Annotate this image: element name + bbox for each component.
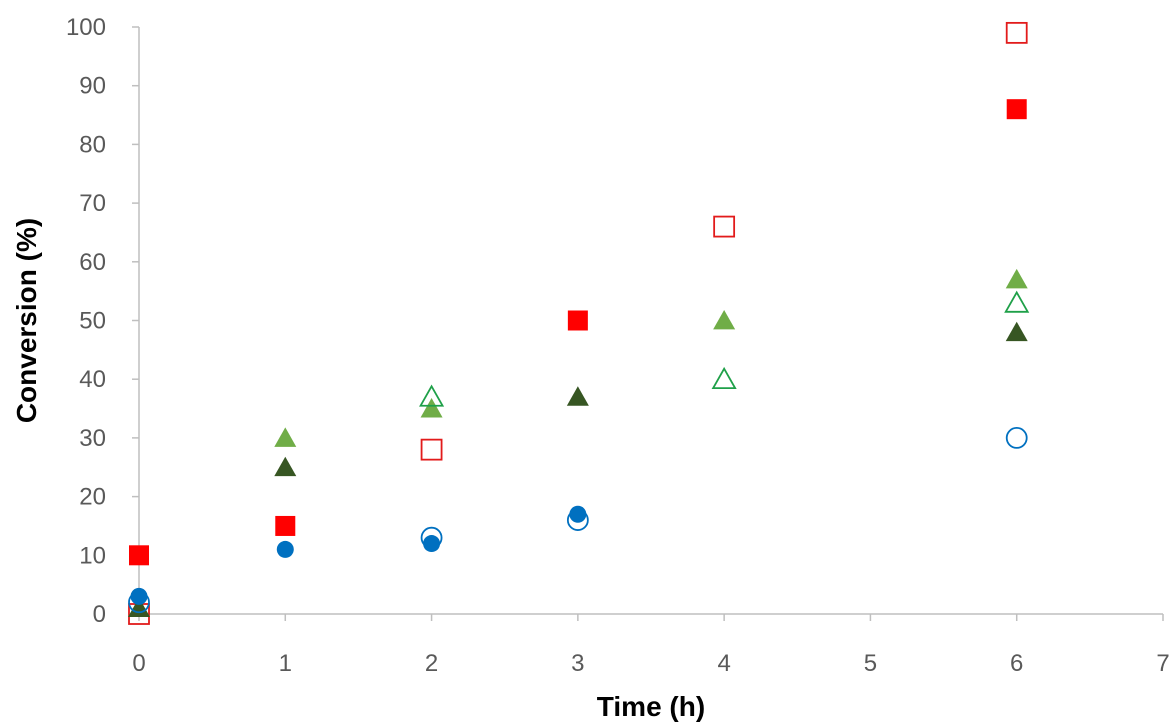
circle-point bbox=[1005, 426, 1028, 449]
y-tick-label: 30 bbox=[79, 425, 106, 452]
y-tick-label: 90 bbox=[79, 73, 106, 100]
y-tick-label: 10 bbox=[79, 542, 106, 569]
triangle-point bbox=[274, 427, 297, 447]
triangle-point bbox=[711, 366, 737, 390]
y-tick-label: 80 bbox=[79, 131, 106, 158]
square-point bbox=[713, 215, 736, 238]
circle-point bbox=[276, 540, 294, 558]
y-tick-label: 50 bbox=[79, 308, 106, 335]
square-point bbox=[1005, 21, 1028, 44]
triangle-point bbox=[713, 310, 736, 330]
x-tick-label: 6 bbox=[1010, 650, 1023, 677]
y-tick-label: 60 bbox=[79, 249, 106, 276]
x-tick-label: 2 bbox=[425, 650, 438, 677]
x-tick-label: 7 bbox=[1156, 650, 1169, 677]
x-tick-label: 4 bbox=[717, 650, 730, 677]
triangle-point bbox=[274, 456, 297, 477]
circle-point bbox=[569, 505, 587, 523]
triangle-point bbox=[419, 384, 445, 407]
triangle-point bbox=[566, 386, 589, 406]
x-tick-label: 3 bbox=[571, 650, 584, 677]
data-points bbox=[128, 21, 1030, 625]
square-point bbox=[275, 515, 296, 536]
y-axis-title: Conversion (%) bbox=[11, 218, 42, 423]
square-point bbox=[420, 438, 443, 461]
square-point bbox=[1006, 99, 1027, 120]
y-tick-label: 70 bbox=[79, 190, 106, 217]
triangle-point bbox=[1005, 321, 1028, 342]
y-tick-label: 100 bbox=[66, 14, 106, 41]
square-point bbox=[567, 310, 588, 331]
y-tick-label: 20 bbox=[79, 484, 106, 511]
triangle-point bbox=[1005, 268, 1028, 289]
square-point bbox=[129, 545, 149, 566]
x-axis-title: Time (h) bbox=[597, 691, 705, 722]
x-tick-label: 5 bbox=[864, 650, 877, 677]
circle-point bbox=[130, 587, 148, 605]
circle-point bbox=[423, 535, 441, 553]
x-tick-label: 1 bbox=[279, 650, 292, 677]
y-tick-label: 40 bbox=[79, 366, 106, 393]
y-tick-label: 0 bbox=[93, 601, 106, 628]
triangle-point bbox=[420, 398, 443, 418]
triangle-point bbox=[1004, 290, 1030, 313]
x-tick-label: 0 bbox=[132, 650, 145, 677]
triangle-point bbox=[128, 597, 150, 618]
